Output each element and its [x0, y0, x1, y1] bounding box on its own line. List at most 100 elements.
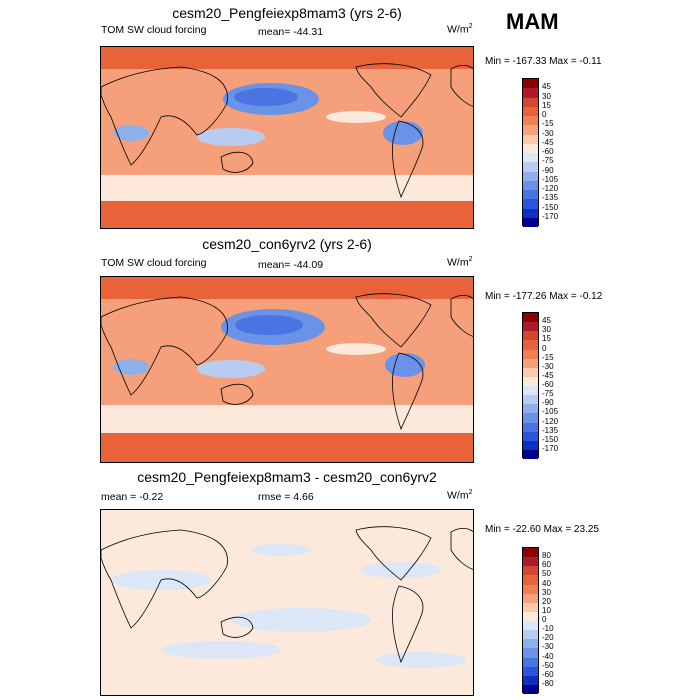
- panel2-variable-label: TOM SW cloud forcing: [101, 257, 207, 269]
- panel1-colorbar-tick-label: -90: [542, 165, 554, 175]
- panel1-mean: mean= -44.31: [258, 26, 324, 38]
- panel2-mean: mean= -44.09: [258, 259, 324, 271]
- panel3-neg-patch-2: [231, 608, 371, 632]
- panel2-colorbar-swatch: [523, 395, 538, 405]
- panel2-colorbar-tick-label: -15: [542, 352, 554, 362]
- panel2-colorbar-swatch: [523, 422, 538, 432]
- panel2-colorbar-swatch: [523, 404, 538, 414]
- panel2-southern-band: [101, 405, 473, 433]
- panel1-colorbar-tick-label: -120: [542, 184, 559, 193]
- panel2-units-sup: 2: [468, 256, 473, 263]
- panel1-minmax: Min = -167.33 Max = -0.11: [485, 56, 602, 67]
- panel2-colorbar-tick-label: 45: [542, 316, 551, 326]
- panel2-npacific-core: [235, 315, 303, 335]
- panel1-colorbar-tick-label: 0: [542, 110, 547, 119]
- panel1-colorbar-swatch: [523, 134, 538, 144]
- panel3-colorbar-swatch: [523, 648, 538, 658]
- panel1-colorbar-swatch: [523, 125, 538, 135]
- panel2-colorbar-tick-label: 15: [542, 334, 551, 344]
- panel1-maritime-cloud: [197, 128, 265, 146]
- panel3-neg-patch-5: [376, 652, 466, 668]
- panel1-colorbar-tick-label: -135: [542, 193, 559, 203]
- panel1-itcz-band: [326, 111, 386, 123]
- panel3-colorbar-tick-label: 30: [542, 587, 551, 597]
- panel3-colorbar-tick-label: 80: [542, 551, 551, 561]
- panel3-colorbar-swatch: [523, 548, 538, 558]
- panel1-colorbar-swatch: [523, 97, 538, 107]
- panel1-colorbar-tick-label: -105: [542, 174, 559, 184]
- panel3-colorbar-tick-label: -80: [542, 678, 554, 688]
- panel1-colorbar-tick-label: 15: [542, 100, 551, 110]
- panel3-colorbar-tick-label: 10: [542, 605, 551, 615]
- panel2-minmax: Min = -177.26 Max = -0.12: [485, 291, 603, 302]
- panel1-arctic-band: [101, 47, 473, 69]
- panel2-colorbar-swatch: [523, 349, 538, 359]
- panel1-npacific-core: [234, 88, 298, 106]
- panel2-colorbar-swatch: [523, 367, 538, 377]
- panel3-colorbar-swatch: [523, 630, 538, 640]
- panel1-colorbar-swatch: [523, 208, 538, 218]
- panel3-coastlines: [101, 526, 473, 664]
- panel2-amazon-cloud: [385, 353, 425, 377]
- panel1-colorbar-tick-label: -15: [542, 119, 554, 129]
- panel2-colorbar-swatch: [523, 313, 538, 323]
- panel3-units-text: W/m: [447, 489, 469, 502]
- panel3-colorbar-swatch: [523, 639, 538, 649]
- panel3-colorbar-swatch: [523, 584, 538, 594]
- panel1-colorbar-tick-label: -60: [542, 147, 554, 156]
- panel3-units-sup: 2: [468, 489, 473, 496]
- panel2-colorbar-tick-label: -30: [542, 361, 554, 371]
- panel1-colorbar-swatch: [523, 116, 538, 126]
- panel1-colorbar-swatch: [523, 153, 538, 163]
- panel2-colorbar: [522, 312, 539, 459]
- panel2-colorbar-tick-label: -60: [542, 380, 554, 389]
- panel2-colorbar-tick-label: -90: [542, 398, 554, 408]
- panel3-units: W/m2: [447, 489, 472, 502]
- panel1-map-svg: [101, 47, 473, 228]
- panel2-arctic-band: [101, 277, 473, 299]
- panel2-units-text: W/m: [447, 256, 469, 269]
- panel3-colorbar-swatch: [523, 593, 538, 603]
- panel3-colorbar-tick-label: -20: [542, 633, 554, 643]
- panel3-colorbar-tick-label: -30: [542, 642, 554, 652]
- panel3-colorbar-tick-label: 20: [542, 596, 551, 606]
- panel1-colorbar-swatch: [523, 79, 538, 89]
- panel2-colorbar-tick-label: -150: [542, 434, 559, 444]
- panel1-colorbar-swatch: [523, 180, 538, 190]
- panel3-title: cesm20_Pengfeiexp8mam3 - cesm20_con6yrv2: [137, 469, 437, 485]
- panel2-colorbar-swatch: [523, 358, 538, 368]
- panel1-units: W/m2: [447, 23, 472, 36]
- panel1-colorbar-tick-label: -170: [542, 211, 559, 221]
- panel3-neg-patch-6: [251, 544, 311, 556]
- panel2-colorbar-tick-label: -45: [542, 370, 554, 380]
- panel3-colorbar-tick-label: 60: [542, 560, 551, 570]
- panel1-variable-label: TOM SW cloud forcing: [101, 24, 207, 36]
- panel1-units-sup: 2: [468, 23, 473, 30]
- panel1-antarctic-band: [101, 201, 473, 228]
- panel1-colorbar-tick-label: 45: [542, 82, 551, 92]
- panel3-minmax: Min = -22.60 Max = 23.25: [485, 524, 599, 535]
- panel1-africa-cloud: [113, 125, 149, 141]
- panel2-map-svg: [101, 277, 473, 462]
- panel3-map: [100, 509, 474, 696]
- panel3-neg-patch-4: [161, 641, 281, 659]
- panel1-colorbar-swatch: [523, 199, 538, 209]
- panel2-africa-cloud: [113, 359, 149, 375]
- panel1-map: [100, 46, 474, 229]
- panel1-colorbar-swatch: [523, 217, 538, 227]
- panel3-colorbar: [522, 547, 539, 694]
- panel3-colorbar-swatch: [523, 666, 538, 676]
- panel2-colorbar-swatch: [523, 413, 538, 423]
- panel2-colorbar-swatch: [523, 440, 538, 450]
- panel1-colorbar-tick-label: 30: [542, 91, 551, 101]
- panel1-southern-band: [101, 175, 473, 201]
- panel3-colorbar-tick-label: -10: [542, 624, 554, 634]
- panel2-colorbar-swatch: [523, 331, 538, 341]
- panel2-colorbar-swatch: [523, 431, 538, 441]
- panel3-map-svg: [101, 510, 473, 695]
- season-label: MAM: [506, 9, 559, 34]
- panel3-colorbar-swatch: [523, 657, 538, 667]
- panel1-colorbar-swatch: [523, 106, 538, 116]
- panel2-itcz-band: [326, 343, 386, 355]
- panel3-background-field: [101, 510, 473, 695]
